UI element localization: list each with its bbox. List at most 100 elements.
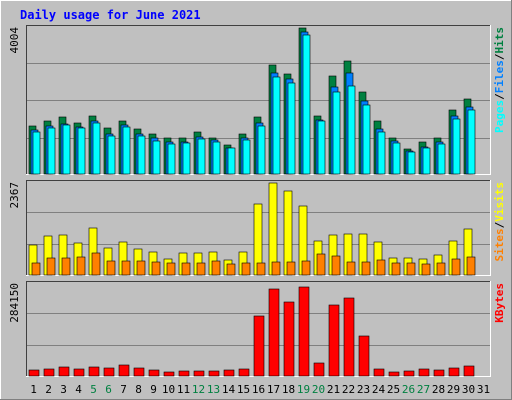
bar-pages-day-3 bbox=[62, 124, 71, 175]
bar-pages-day-30 bbox=[467, 109, 476, 175]
bar-kbytes-day-5 bbox=[88, 366, 100, 377]
bar-kbytes-day-7 bbox=[118, 364, 130, 377]
bar-sites-day-4 bbox=[76, 256, 86, 276]
day-label-3: 3 bbox=[60, 383, 67, 396]
bar-pages-day-21 bbox=[332, 91, 341, 175]
bar-pages-day-11 bbox=[182, 142, 191, 175]
bar-kbytes-day-20 bbox=[313, 362, 325, 377]
bar-sites-day-13 bbox=[211, 260, 221, 276]
bar-pages-day-20 bbox=[317, 120, 326, 175]
bar-pages-day-22 bbox=[347, 85, 356, 175]
bar-pages-day-9 bbox=[152, 140, 161, 175]
day-label-21: 21 bbox=[327, 383, 340, 396]
y-axis-labels: 4004 2367 284150 bbox=[8, 27, 21, 323]
bar-pages-day-18 bbox=[287, 82, 296, 175]
day-label-17: 17 bbox=[267, 383, 280, 396]
day-label-13: 13 bbox=[207, 383, 220, 396]
bar-kbytes-day-21 bbox=[328, 304, 340, 377]
bar-sites-day-20 bbox=[316, 253, 326, 276]
bar-kbytes-day-14 bbox=[223, 369, 235, 377]
day-label-6: 6 bbox=[105, 383, 112, 396]
legend-panel-3: KBytes bbox=[493, 283, 506, 323]
y-max-label: 4004 bbox=[8, 27, 21, 54]
bar-pages-day-24 bbox=[377, 131, 386, 175]
legend-item-files: Files bbox=[493, 60, 506, 93]
bar-sites-day-30 bbox=[466, 256, 476, 276]
bar-sites-day-28 bbox=[436, 262, 446, 276]
bar-kbytes-day-6 bbox=[103, 367, 115, 377]
day-label-27: 27 bbox=[417, 383, 430, 396]
bar-sites-day-24 bbox=[376, 259, 386, 276]
bar-sites-day-1 bbox=[31, 262, 41, 276]
bar-sites-day-14 bbox=[226, 263, 236, 276]
bar-pages-day-10 bbox=[167, 143, 176, 175]
y-max-label: 284150 bbox=[8, 283, 21, 323]
bars bbox=[28, 27, 476, 377]
bar-sites-day-11 bbox=[181, 262, 191, 276]
day-label-22: 22 bbox=[342, 383, 355, 396]
bar-pages-day-13 bbox=[212, 141, 221, 175]
day-label-7: 7 bbox=[120, 383, 127, 396]
bar-kbytes-day-27 bbox=[418, 368, 430, 377]
bar-kbytes-day-13 bbox=[208, 370, 220, 377]
bar-sites-day-29 bbox=[451, 258, 461, 276]
bar-pages-day-19 bbox=[302, 34, 311, 175]
bar-kbytes-day-8 bbox=[133, 367, 145, 377]
bar-sites-day-2 bbox=[46, 257, 56, 276]
bar-kbytes-day-29 bbox=[448, 367, 460, 377]
bar-sites-day-26 bbox=[406, 262, 416, 276]
day-label-23: 23 bbox=[357, 383, 370, 396]
day-label-1: 1 bbox=[30, 383, 37, 396]
bar-sites-day-6 bbox=[106, 260, 116, 276]
bar-sites-day-15 bbox=[241, 262, 251, 276]
bar-pages-day-26 bbox=[407, 151, 416, 175]
bar-sites-day-5 bbox=[91, 252, 101, 276]
bar-kbytes-day-3 bbox=[58, 366, 70, 377]
day-label-2: 2 bbox=[45, 383, 52, 396]
bar-sites-day-12 bbox=[196, 262, 206, 276]
bar-sites-day-7 bbox=[121, 260, 131, 276]
bar-kbytes-day-18 bbox=[283, 301, 295, 377]
bar-pages-day-14 bbox=[227, 147, 236, 175]
bar-kbytes-day-10 bbox=[163, 371, 175, 377]
bar-pages-day-1 bbox=[32, 131, 41, 175]
x-axis-labels: 1 2 3 4 5 6 7 8 9 10 11 12 13 14 15 16 17 18 19 20 21 22 23 24 2… bbox=[30, 383, 490, 396]
bar-pages-day-23 bbox=[362, 104, 371, 175]
bar-kbytes-day-24 bbox=[373, 368, 385, 377]
bar-sites-day-25 bbox=[391, 262, 401, 276]
legend-panel-1: Pages/Files/Hits bbox=[493, 27, 506, 133]
bar-sites-day-21 bbox=[331, 255, 341, 276]
legend-separator: / bbox=[493, 93, 506, 100]
bar-sites-day-16 bbox=[256, 262, 266, 276]
day-label-20: 20 bbox=[312, 383, 325, 396]
day-label-8: 8 bbox=[135, 383, 142, 396]
day-label-25: 25 bbox=[387, 383, 400, 396]
bar-pages-day-4 bbox=[77, 127, 86, 175]
bar-kbytes-day-12 bbox=[193, 370, 205, 377]
bar-sites-day-10 bbox=[166, 262, 176, 276]
day-label-31: 31 bbox=[477, 383, 490, 396]
bar-pages-day-15 bbox=[242, 139, 251, 175]
legend-item-hits: Hits bbox=[493, 27, 506, 54]
bar-sites-day-17 bbox=[271, 261, 281, 276]
day-label-18: 18 bbox=[282, 383, 295, 396]
legend-item-kbytes: KBytes bbox=[493, 283, 506, 323]
chart-title: Daily usage for June 2021 bbox=[20, 8, 201, 22]
bar-kbytes-day-11 bbox=[178, 370, 190, 377]
bar-kbytes-day-25 bbox=[388, 371, 400, 377]
bar-sites-day-22 bbox=[346, 261, 356, 276]
y-max-label: 2367 bbox=[8, 182, 21, 209]
bar-kbytes-day-1 bbox=[28, 369, 40, 377]
bar-kbytes-day-2 bbox=[43, 368, 55, 377]
bar-sites-day-18 bbox=[286, 261, 296, 276]
bar-sites-day-8 bbox=[136, 260, 146, 276]
bar-kbytes-day-19 bbox=[298, 286, 310, 377]
day-label-30: 30 bbox=[462, 383, 475, 396]
bar-sites-day-23 bbox=[361, 261, 371, 276]
day-label-16: 16 bbox=[252, 383, 265, 396]
bar-kbytes-day-22 bbox=[343, 297, 355, 377]
bar-pages-day-16 bbox=[257, 125, 266, 175]
day-label-15: 15 bbox=[237, 383, 250, 396]
bar-pages-day-5 bbox=[92, 122, 101, 175]
